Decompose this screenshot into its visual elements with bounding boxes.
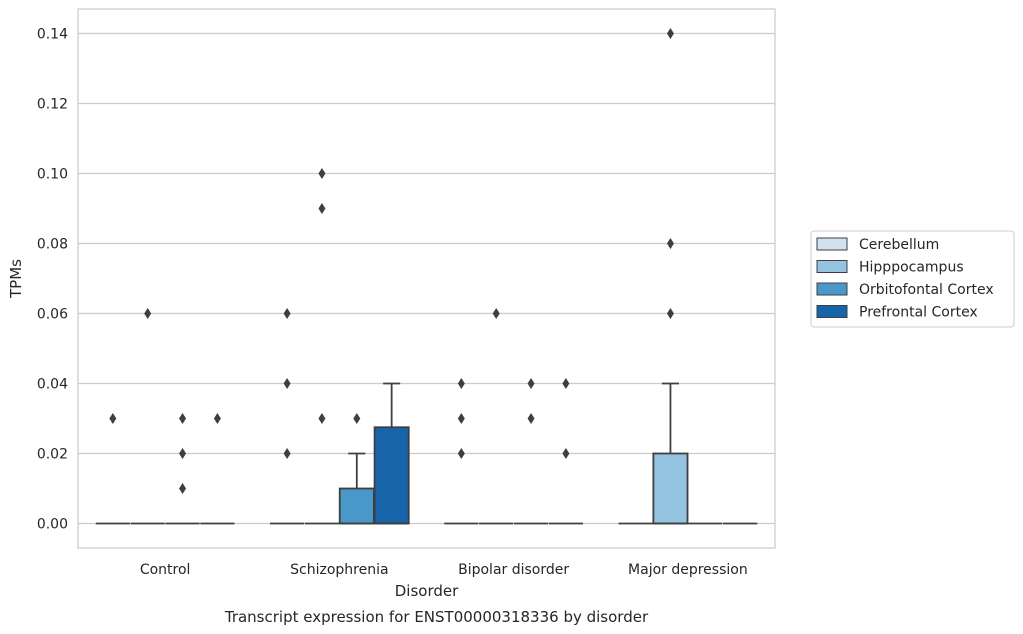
box-hipppocampus — [652, 28, 689, 525]
y-axis-ticks: 0.00 0.02 0.04 0.06 0.08 0.10 0.12 0.14 — [37, 27, 68, 533]
outlier-point — [318, 203, 326, 214]
box-layer — [95, 28, 758, 525]
outlier-point — [283, 308, 291, 319]
outlier-point — [457, 448, 465, 459]
legend-swatch — [816, 282, 848, 296]
y-axis-label: TPMs — [7, 259, 25, 299]
x-tick-label: Bipolar disorder — [458, 562, 569, 578]
y-tick-label: 0.14 — [37, 27, 68, 43]
box-body — [652, 452, 689, 525]
legend-swatch — [816, 305, 848, 318]
outlier-point — [457, 378, 465, 389]
box-orbitofontal-cortex — [165, 413, 200, 525]
outlier-point — [492, 308, 500, 319]
outlier-point — [527, 413, 535, 424]
outlier-point — [562, 448, 570, 459]
y-tick-label: 0.00 — [37, 517, 68, 533]
outlier-point — [179, 483, 187, 494]
y-tick-label: 0.12 — [37, 97, 68, 113]
outlier-point — [457, 413, 465, 424]
outlier-point — [666, 28, 674, 39]
outlier-point — [179, 448, 187, 459]
x-axis-label: Disorder — [395, 582, 459, 600]
box-cerebellum — [95, 413, 130, 525]
outlier-point — [527, 378, 535, 389]
legend-entry: Orbitofontal Cortex — [859, 282, 994, 298]
grid-lines — [78, 32, 775, 525]
box-hipppocampus — [130, 308, 165, 525]
legend-swatch — [816, 260, 848, 273]
legend-entry: Prefrontal Cortex — [859, 305, 978, 321]
box-hipppocampus — [479, 308, 514, 525]
outlier-point — [318, 413, 326, 424]
box-body — [338, 487, 375, 525]
x-axis-ticks: Control Schizophrenia Bipolar disorder Majo… — [140, 562, 748, 578]
outlier-point — [283, 378, 291, 389]
outlier-point — [109, 413, 117, 424]
legend-frame — [810, 230, 1015, 328]
y-tick-label: 0.02 — [37, 447, 68, 463]
outlier-point — [179, 413, 187, 424]
plot-frame — [77, 8, 776, 549]
outlier-point — [562, 378, 570, 389]
box-body — [373, 426, 410, 525]
outlier-point — [144, 308, 152, 319]
outlier-point — [666, 238, 674, 249]
box-cerebellum — [444, 378, 479, 525]
outlier-point — [318, 168, 326, 179]
box-orbitofontal-cortex — [513, 378, 549, 525]
y-tick-label: 0.04 — [37, 377, 68, 393]
box-cerebellum — [270, 308, 305, 525]
y-tick-label: 0.10 — [37, 167, 68, 183]
y-tick-label: 0.06 — [37, 307, 68, 323]
y-tick-label: 0.08 — [37, 237, 68, 253]
x-tick-label: Major depression — [628, 562, 748, 578]
outlier-point — [353, 413, 361, 424]
x-tick-label: Schizophrenia — [290, 562, 388, 578]
box-prefrontal-cortex — [373, 382, 410, 525]
outlier-point — [213, 413, 221, 424]
outlier-point — [283, 448, 291, 459]
box-prefrontal-cortex — [200, 413, 235, 525]
legend-entry: Cerebellum — [859, 237, 939, 253]
outlier-point — [666, 308, 674, 319]
x-tick-label: Control — [140, 562, 191, 578]
legend-swatch — [816, 237, 848, 251]
legend: Cerebellum Hipppocampus Orbitofontal Corte… — [810, 230, 1015, 328]
legend-entry: Hipppocampus — [859, 260, 964, 276]
chart-caption: Transcript expression for ENST0000031833… — [224, 608, 649, 626]
box-hipppocampus — [304, 168, 340, 525]
box-orbitofontal-cortex — [338, 413, 375, 525]
box-prefrontal-cortex — [548, 378, 583, 525]
